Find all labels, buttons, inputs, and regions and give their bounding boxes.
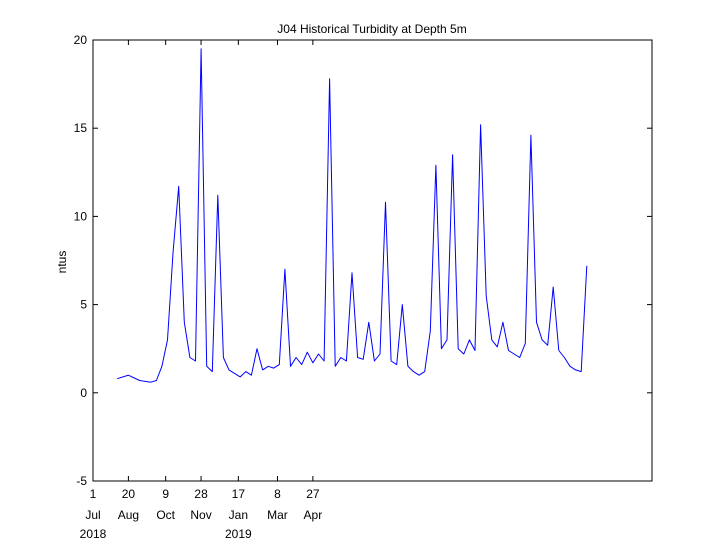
x-tick-month-label: Nov <box>190 508 211 522</box>
y-axis-label: ntus <box>55 251 69 274</box>
plot-background <box>93 40 652 481</box>
y-tick-label: 15 <box>74 121 88 135</box>
turbidity-series-line <box>117 48 588 383</box>
x-tick-year-label: 2018 <box>80 527 107 540</box>
x-axis-ticks: 1 Jul 2018 20 Aug 9 Oct 28 Nov 17 Jan 2019 8 Mar 27 Apr <box>80 40 323 540</box>
y-tick-label: 20 <box>74 33 88 47</box>
x-tick-day-label: 28 <box>194 487 208 501</box>
x-tick-day-label: 20 <box>122 487 136 501</box>
x-tick-day-label: 17 <box>232 487 246 501</box>
plot-frame <box>92 39 653 482</box>
x-tick-month-label: Apr <box>304 508 323 522</box>
x-tick-month-label: Oct <box>156 508 175 522</box>
chart-title: J04 Historical Turbidity at Depth 5m <box>277 22 466 36</box>
x-tick-day-label: 1 <box>90 487 97 501</box>
y-tick-label: 0 <box>80 386 87 400</box>
x-tick-month-label: Mar <box>267 508 288 522</box>
x-tick-day-label: 9 <box>162 487 169 501</box>
x-tick-month-label: Aug <box>118 508 139 522</box>
x-tick-year-label: 2019 <box>225 527 252 540</box>
series-layer <box>117 48 588 383</box>
y-tick-label: -5 <box>76 474 87 488</box>
x-tick-month-label: Jul <box>85 508 100 522</box>
x-tick-month-label: Jan <box>229 508 248 522</box>
y-axis-ticks: -5 0 5 10 15 20 <box>74 33 652 488</box>
x-tick-day-label: 27 <box>306 487 320 501</box>
x-tick-day-label: 8 <box>274 487 281 501</box>
y-tick-label: 10 <box>74 209 88 223</box>
y-tick-label: 5 <box>80 298 87 312</box>
